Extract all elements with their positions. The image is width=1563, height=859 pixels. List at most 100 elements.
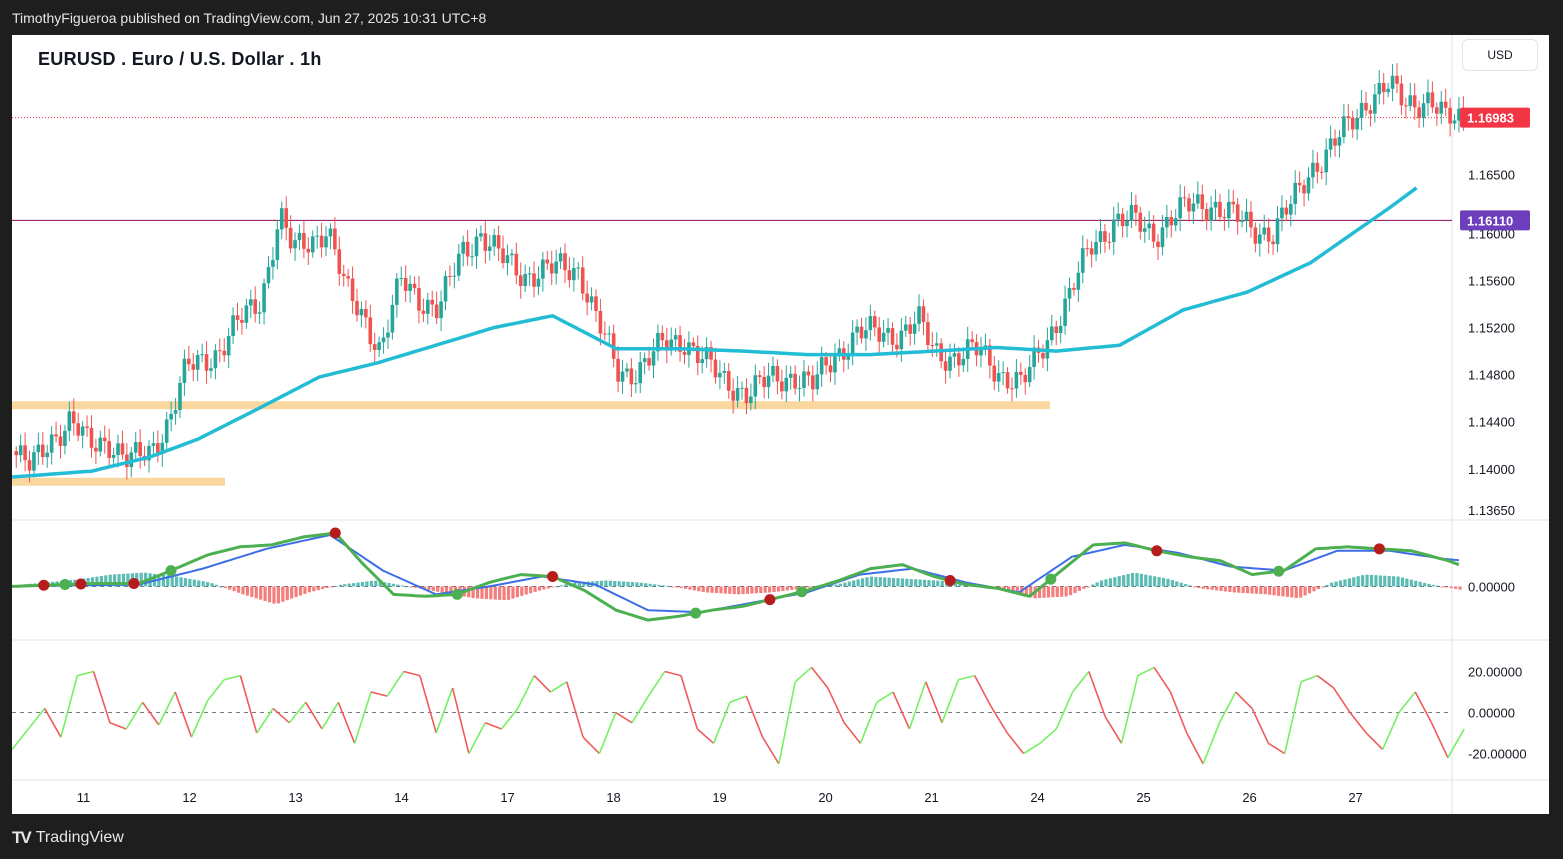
macd-histogram-bar: [706, 586, 710, 593]
macd-histogram-bar: [710, 586, 714, 593]
candle-body: [1448, 107, 1452, 124]
macd-histogram-bar: [644, 583, 648, 587]
macd-histogram-bar: [1060, 586, 1064, 597]
candle-body: [850, 332, 855, 356]
candle-body: [1377, 83, 1382, 95]
macd-cross-marker: [1373, 543, 1385, 555]
candle-body: [18, 445, 23, 456]
brand-name[interactable]: TradingView: [35, 829, 124, 846]
candle-body: [14, 451, 19, 456]
macd-histogram-bar: [1365, 574, 1369, 587]
macd-cross-marker: [764, 594, 776, 606]
candle-body: [749, 396, 753, 404]
macd-histogram-bar: [1445, 586, 1449, 588]
candle-body: [1010, 388, 1014, 390]
candle-body: [890, 328, 895, 345]
candle-body: [926, 322, 930, 346]
macd-histogram-bar: [1188, 585, 1192, 587]
candle-body: [1173, 218, 1178, 226]
tradingview-logo-icon[interactable]: TV: [12, 828, 32, 847]
candle-body: [1266, 227, 1271, 242]
macd-histogram-bar: [307, 586, 311, 593]
macd-histogram-bar: [1210, 586, 1214, 590]
candle-body: [359, 308, 364, 316]
macd-histogram-bar: [714, 586, 719, 594]
chart-canvas[interactable]: 1.175001.165001.160001.156001.152001.148…: [12, 35, 1549, 814]
macd-histogram-bar: [1037, 586, 1042, 599]
macd-histogram-bar: [121, 573, 126, 587]
osc-segment: [305, 701, 323, 730]
macd-histogram-bar: [294, 586, 298, 598]
candle-body: [1080, 248, 1085, 273]
osc-segment: [647, 671, 666, 697]
candle-body: [107, 441, 111, 458]
macd-histogram-bar: [232, 586, 236, 592]
candle-body: [996, 373, 1001, 382]
candle-body: [943, 361, 948, 371]
candle-body: [408, 283, 412, 291]
candle-body: [647, 358, 651, 366]
candle-body: [492, 235, 496, 247]
candle-body: [1386, 88, 1390, 93]
candle-body: [558, 253, 563, 262]
time-tick-label: 17: [500, 790, 514, 805]
candle-body: [895, 344, 899, 350]
macd-histogram-bar: [905, 578, 909, 587]
candle-body: [1204, 209, 1209, 221]
candle-body: [1315, 162, 1320, 172]
chart-frame[interactable]: 1.175001.165001.160001.156001.152001.148…: [12, 35, 1549, 814]
macd-histogram-bar: [285, 586, 289, 601]
macd-histogram-bar: [520, 586, 524, 596]
candle-body: [293, 240, 297, 249]
candle-body: [496, 235, 501, 249]
candle-body: [877, 327, 882, 342]
osc-segment: [468, 722, 486, 754]
macd-histogram-bar: [1418, 581, 1422, 587]
candle-body: [1014, 371, 1019, 389]
macd-histogram-bar: [843, 582, 847, 587]
candle-body: [625, 368, 629, 372]
candle-body: [244, 305, 249, 323]
candle-body: [45, 452, 50, 458]
candle-body: [899, 330, 904, 350]
candle-body: [1019, 371, 1023, 375]
osc-segment: [925, 681, 943, 724]
osc-segment: [517, 675, 535, 709]
candle-body: [979, 349, 983, 356]
macd-cross-marker: [1151, 545, 1163, 557]
macd-histogram-bar: [1347, 578, 1351, 587]
macd-histogram-bar: [1135, 573, 1139, 587]
candle-body: [1063, 298, 1067, 326]
candle-body: [324, 236, 328, 248]
macd-histogram-bar: [617, 581, 621, 587]
macd-histogram-bar: [675, 586, 679, 588]
macd-histogram-bar: [1197, 586, 1201, 589]
candle-body: [350, 278, 355, 302]
currency-button[interactable]: USD: [1462, 39, 1538, 71]
macd-cross-marker: [1045, 573, 1057, 585]
time-tick-label: 20: [818, 790, 832, 805]
candle-body: [448, 275, 452, 277]
candle-body: [1355, 117, 1359, 130]
candle-body: [1421, 103, 1426, 119]
osc-segment: [1365, 732, 1384, 751]
time-tick-label: 26: [1242, 790, 1256, 805]
candle-body: [1027, 367, 1032, 383]
time-tick-label: 25: [1136, 790, 1150, 805]
candle-body: [1213, 201, 1218, 208]
candle-body: [235, 315, 240, 320]
macd-histogram-bar: [489, 586, 493, 600]
macd-histogram-bar: [909, 579, 913, 587]
macd-histogram-bar: [409, 586, 413, 588]
macd-histogram-bar: [697, 586, 701, 592]
macd-histogram-bar: [918, 579, 922, 587]
macd-histogram-bar: [201, 581, 205, 587]
macd-histogram-bar: [95, 576, 99, 587]
candle-body: [40, 444, 45, 458]
candle-body: [948, 356, 952, 371]
macd-histogram-bar: [1091, 584, 1095, 587]
candle-body: [961, 358, 966, 366]
candle-body: [1288, 203, 1293, 215]
osc-segment: [1430, 722, 1449, 759]
candle-body: [859, 326, 864, 339]
